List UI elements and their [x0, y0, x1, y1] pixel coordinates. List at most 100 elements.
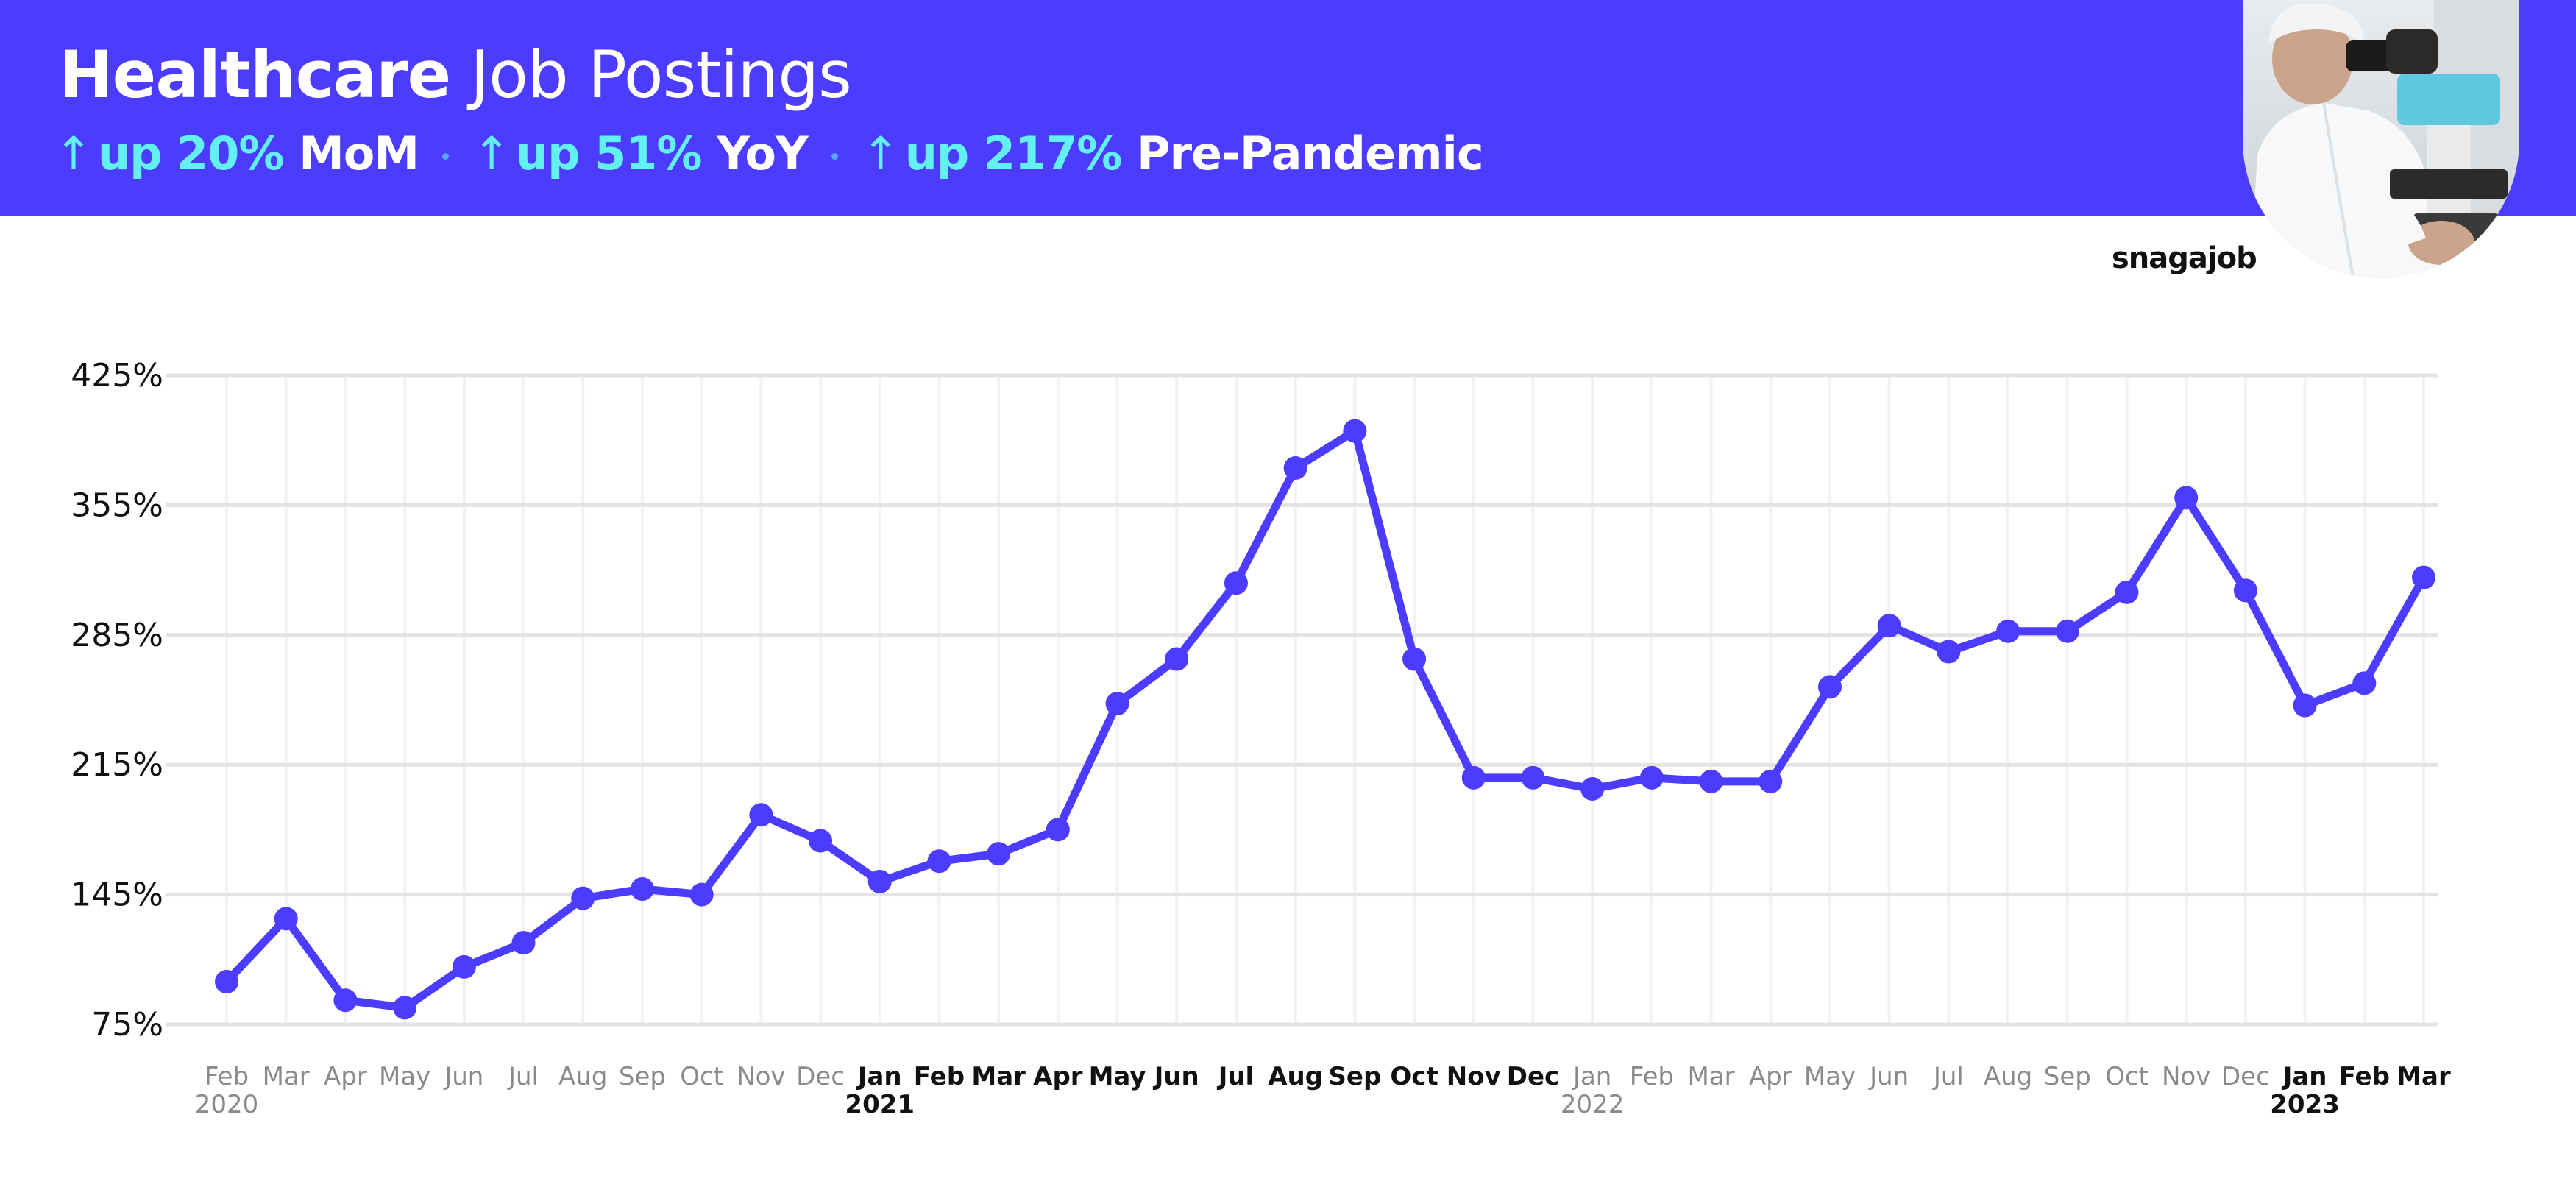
- data-point: [333, 988, 358, 1013]
- x-tick-label: Oct: [1390, 1062, 1438, 1091]
- x-tick-label: Aug: [1268, 1062, 1323, 1091]
- data-point: [2352, 671, 2377, 695]
- title-bold: Healthcare: [59, 37, 451, 113]
- x-tick-label: Mar: [1687, 1062, 1734, 1091]
- data-point: [1639, 765, 1664, 790]
- data-point: [452, 954, 476, 979]
- data-point: [809, 829, 833, 853]
- data-point: [1046, 818, 1070, 842]
- arrow-up-icon: ↑: [54, 127, 93, 180]
- x-tick-label: Oct: [680, 1062, 723, 1091]
- x-tick-label: Feb: [205, 1062, 249, 1091]
- data-point: [1580, 776, 1605, 801]
- data-point: [1402, 647, 1427, 671]
- data-point: [927, 849, 951, 874]
- x-tick-label: Nov: [737, 1062, 785, 1091]
- x-tick-label: Jul: [1217, 1062, 1255, 1091]
- x-tick-label: Feb: [914, 1062, 965, 1091]
- y-tick-label: 215%: [71, 746, 163, 784]
- x-year-label: 2021: [845, 1090, 915, 1119]
- stat-yoy-label: YoY: [717, 127, 809, 180]
- x-tick-label: Mar: [2396, 1062, 2451, 1091]
- separator-dot: [442, 153, 450, 160]
- data-point: [1105, 692, 1129, 716]
- x-tick-label: Feb: [1630, 1062, 1674, 1091]
- data-point: [1521, 765, 1545, 790]
- x-year-label: 2022: [1561, 1090, 1625, 1119]
- arrow-up-icon: ↑: [861, 127, 900, 180]
- microscope-icon: [2243, 0, 2519, 278]
- x-tick-label: Feb: [2339, 1062, 2390, 1091]
- data-point: [2115, 580, 2139, 604]
- x-tick-label: Apr: [1749, 1062, 1792, 1091]
- stat-mom-value: up 20%: [97, 127, 285, 180]
- snagajob-logo: snagajob: [2112, 241, 2257, 275]
- stat-prepandemic: ↑ up 217% Pre-Pandemic: [861, 127, 1484, 180]
- x-tick-label: Oct: [2105, 1062, 2149, 1091]
- x-tick-label: Aug: [558, 1062, 607, 1091]
- x-tick-label: Jan: [1572, 1062, 1611, 1091]
- x-year-label: 2023: [2270, 1090, 2340, 1119]
- y-tick-label: 355%: [71, 486, 163, 524]
- arrow-up-icon: ↑: [472, 127, 511, 180]
- data-point: [1165, 647, 1189, 671]
- data-point: [987, 842, 1011, 866]
- x-tick-label: Aug: [1984, 1062, 2032, 1091]
- x-tick-label: May: [1804, 1062, 1856, 1091]
- x-tick-label: Nov: [2162, 1062, 2210, 1091]
- x-tick-label: Apr: [1033, 1062, 1083, 1091]
- stat-prepandemic-label: Pre-Pandemic: [1137, 127, 1484, 180]
- data-point: [1699, 769, 1723, 793]
- data-point: [867, 869, 892, 893]
- data-point: [2233, 578, 2257, 603]
- data-point: [1224, 571, 1248, 595]
- x-tick-label: Sep: [619, 1062, 666, 1091]
- data-point: [1283, 456, 1307, 480]
- x-tick-label: Jan: [856, 1062, 902, 1091]
- data-point: [393, 996, 417, 1020]
- stat-yoy-value: up 51%: [516, 127, 703, 180]
- x-tick-label: Jun: [1153, 1062, 1199, 1091]
- stat-mom-label: MoM: [299, 127, 419, 180]
- data-point: [1343, 419, 1367, 443]
- x-tick-label: Jul: [507, 1062, 539, 1091]
- data-point: [1817, 675, 1842, 699]
- data-point: [2174, 486, 2199, 510]
- x-tick-label: Dec: [1507, 1062, 1559, 1091]
- data-point: [2293, 693, 2317, 718]
- x-tick-label: Nov: [1447, 1062, 1501, 1091]
- x-tick-label: Jul: [1932, 1062, 1964, 1091]
- stat-mom: ↑ up 20% MoM: [54, 127, 419, 180]
- data-point: [749, 803, 773, 827]
- y-tick-label: 145%: [71, 876, 163, 914]
- data-point: [1996, 619, 2020, 643]
- data-point: [511, 931, 536, 955]
- data-point: [1877, 614, 1901, 638]
- x-tick-label: May: [379, 1062, 430, 1091]
- data-point: [1937, 640, 1961, 664]
- x-tick-label: Dec: [2221, 1062, 2270, 1091]
- data-point: [1461, 765, 1486, 790]
- data-point: [689, 882, 714, 907]
- x-tick-label: Sep: [2044, 1062, 2091, 1091]
- x-year-label: 2020: [195, 1090, 259, 1119]
- x-tick-label: Dec: [796, 1062, 845, 1091]
- data-point: [1759, 769, 1783, 793]
- data-point: [630, 877, 654, 901]
- title-light: Job Postings: [470, 37, 852, 113]
- x-tick-label: Mar: [971, 1062, 1026, 1091]
- x-tick-label: May: [1089, 1062, 1146, 1091]
- x-tick-label: Sep: [1328, 1062, 1381, 1091]
- y-tick-label: 75%: [91, 1006, 163, 1044]
- lab-microscope-photo: [2243, 0, 2519, 278]
- x-tick-label: Jun: [1868, 1062, 1909, 1091]
- header-banner: [0, 0, 2576, 216]
- x-tick-label: Jun: [443, 1062, 483, 1091]
- stat-prepandemic-value: up 217%: [904, 127, 1123, 180]
- data-point: [2412, 565, 2435, 589]
- separator-dot: [831, 153, 838, 160]
- data-point: [2055, 619, 2079, 643]
- stats-row: ↑ up 20% MoM ↑ up 51% YoY ↑ up 217% Pre-Pande…: [54, 127, 1484, 180]
- data-point: [215, 970, 238, 994]
